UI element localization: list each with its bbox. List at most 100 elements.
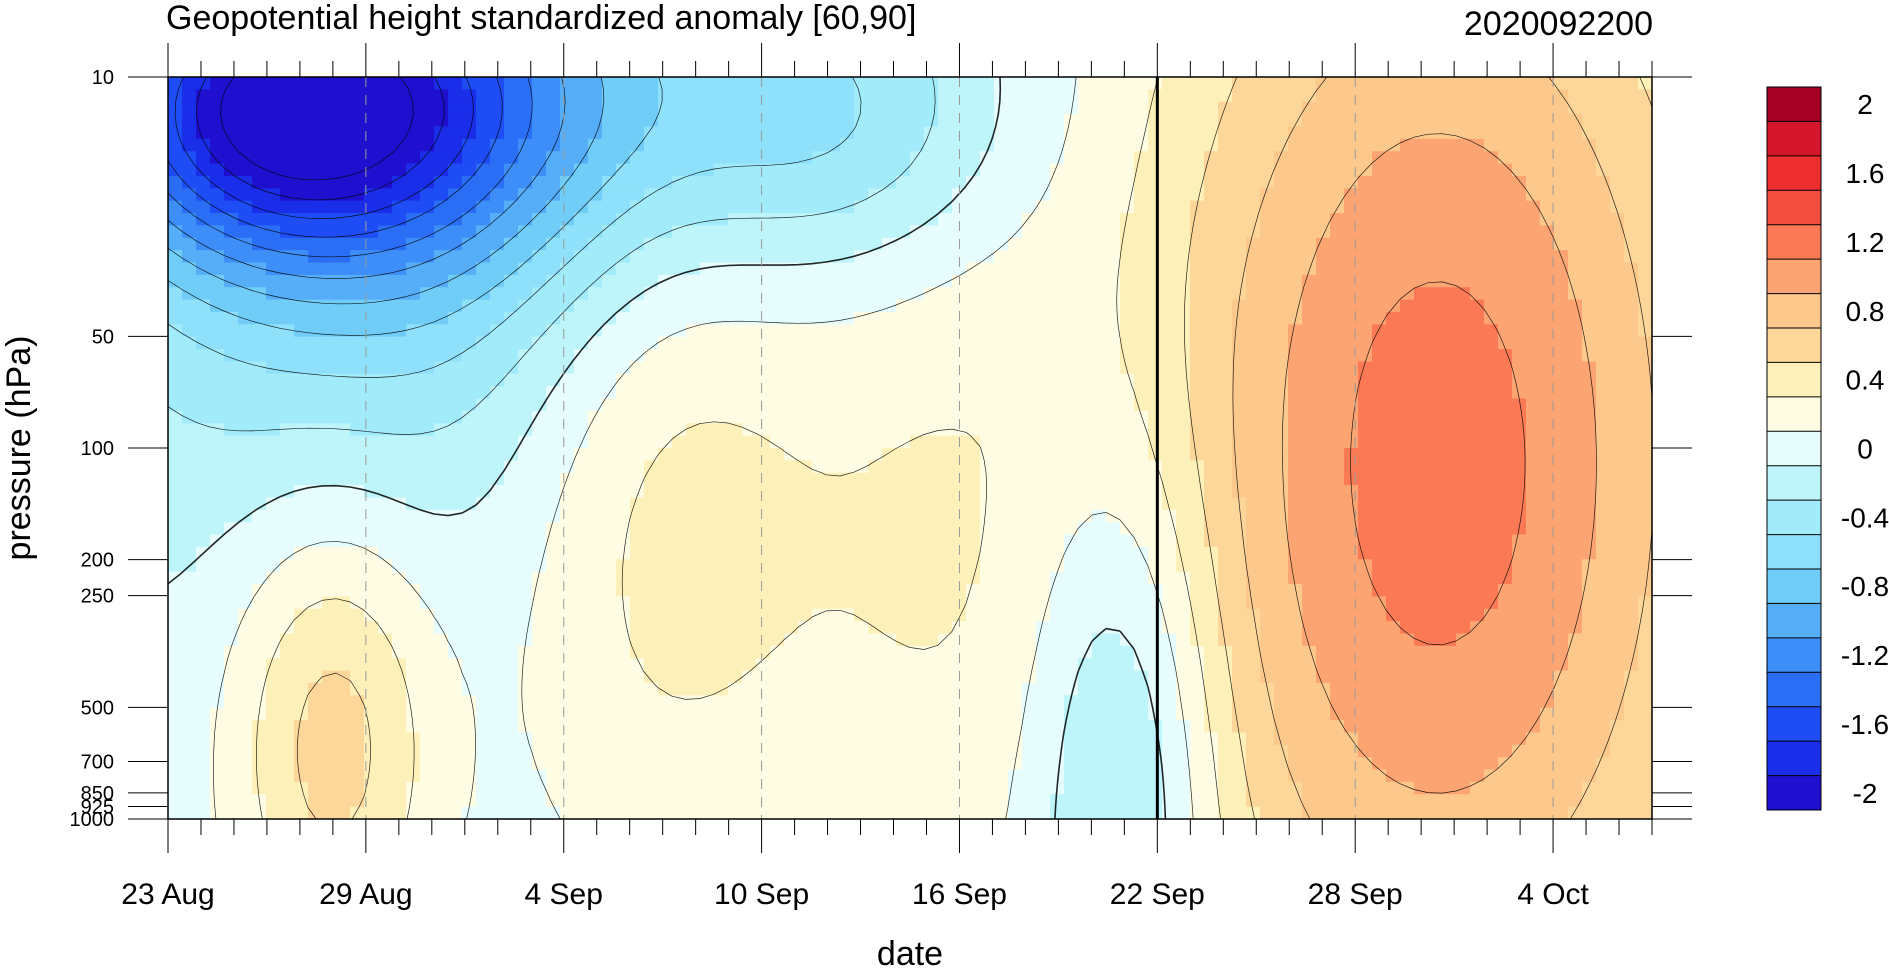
field-cell bbox=[1050, 151, 1065, 165]
field-cell bbox=[1540, 200, 1555, 214]
field-cell bbox=[532, 287, 547, 301]
field-cell bbox=[1512, 571, 1527, 585]
field-cell bbox=[1484, 448, 1499, 461]
field-cell bbox=[1428, 435, 1443, 449]
field-cell bbox=[1526, 324, 1541, 338]
field-cell bbox=[1540, 373, 1555, 387]
field-cell bbox=[322, 200, 337, 214]
field-cell bbox=[1078, 324, 1093, 338]
field-cell bbox=[756, 546, 771, 560]
field-cell bbox=[644, 448, 659, 461]
field-cell bbox=[770, 571, 785, 585]
field-cell bbox=[434, 571, 449, 585]
field-cell bbox=[1274, 138, 1289, 152]
field-cell bbox=[336, 485, 351, 499]
field-cell bbox=[630, 151, 645, 165]
field-cell bbox=[756, 633, 771, 647]
field-cell bbox=[1330, 262, 1345, 276]
field-cell bbox=[910, 522, 925, 536]
field-cell bbox=[1470, 448, 1485, 461]
field-cell bbox=[1260, 188, 1275, 202]
field-cell bbox=[588, 423, 603, 437]
field-cell bbox=[1288, 361, 1303, 375]
field-cell bbox=[448, 287, 463, 301]
field-cell bbox=[1092, 188, 1107, 202]
field-cell bbox=[518, 349, 533, 363]
field-cell bbox=[238, 188, 253, 202]
field-cell bbox=[448, 571, 463, 585]
field-cell bbox=[196, 497, 211, 511]
field-cell bbox=[784, 336, 799, 350]
field-cell bbox=[924, 645, 939, 659]
field-cell bbox=[574, 497, 589, 511]
field-cell bbox=[476, 151, 491, 165]
field-cell bbox=[826, 361, 841, 375]
field-cell bbox=[840, 386, 855, 400]
field-cell bbox=[1260, 299, 1275, 313]
field-cell bbox=[392, 435, 407, 449]
field-cell bbox=[1246, 274, 1261, 288]
field-cell bbox=[1204, 200, 1219, 214]
field-cell bbox=[602, 200, 617, 214]
field-cell bbox=[1330, 213, 1345, 226]
field-cell bbox=[1330, 398, 1345, 412]
field-cell bbox=[1540, 287, 1555, 301]
field-cell bbox=[700, 621, 715, 635]
field-cell bbox=[1176, 410, 1191, 424]
field-cell bbox=[210, 262, 225, 276]
field-cell bbox=[462, 645, 477, 659]
field-cell bbox=[1442, 361, 1457, 375]
field-cell bbox=[1106, 299, 1121, 313]
field-cell bbox=[1400, 126, 1415, 140]
field-cell bbox=[784, 299, 799, 313]
field-cell bbox=[1120, 546, 1135, 560]
field-cell bbox=[1400, 213, 1415, 226]
field-cell bbox=[1302, 596, 1317, 610]
field-cell bbox=[308, 645, 323, 659]
field-cell bbox=[574, 398, 589, 412]
field-cell bbox=[322, 423, 337, 437]
field-cell bbox=[1344, 584, 1359, 597]
field-cell bbox=[1428, 410, 1443, 424]
field-cell bbox=[518, 645, 533, 659]
field-cell bbox=[294, 349, 309, 363]
field-cell bbox=[840, 89, 855, 103]
field-cell bbox=[448, 485, 463, 499]
field-cell bbox=[266, 114, 281, 128]
field-cell bbox=[924, 89, 939, 103]
field-cell bbox=[168, 126, 183, 140]
field-cell bbox=[336, 126, 351, 140]
field-cell bbox=[168, 324, 183, 338]
field-cell bbox=[1050, 373, 1065, 387]
field-cell bbox=[1316, 299, 1331, 313]
field-cell bbox=[546, 237, 561, 251]
field-cell bbox=[1232, 274, 1247, 288]
field-cell bbox=[1134, 188, 1149, 202]
field-cell bbox=[1456, 274, 1471, 288]
field-cell bbox=[420, 151, 435, 165]
field-cell bbox=[1470, 546, 1485, 560]
field-cell bbox=[1498, 423, 1513, 437]
field-cell bbox=[1246, 423, 1261, 437]
field-cell bbox=[392, 77, 407, 90]
field-cell bbox=[336, 472, 351, 486]
field-cell bbox=[1162, 497, 1177, 511]
field-cell bbox=[1638, 633, 1652, 647]
field-cell bbox=[854, 77, 869, 90]
field-cell bbox=[322, 509, 337, 523]
field-cell bbox=[364, 324, 379, 338]
field-cell bbox=[1358, 287, 1373, 301]
field-cell bbox=[644, 114, 659, 128]
field-cell bbox=[1022, 509, 1037, 523]
field-cell bbox=[1456, 534, 1471, 548]
field-cell bbox=[336, 448, 351, 461]
field-cell bbox=[672, 373, 687, 387]
field-cell bbox=[294, 373, 309, 387]
field-cell bbox=[1302, 324, 1317, 338]
field-cell bbox=[1624, 522, 1639, 536]
field-cell bbox=[476, 522, 491, 536]
field-cell bbox=[1470, 559, 1485, 573]
field-cell bbox=[1498, 373, 1513, 387]
field-cell bbox=[924, 534, 939, 548]
field-cell bbox=[924, 571, 939, 585]
